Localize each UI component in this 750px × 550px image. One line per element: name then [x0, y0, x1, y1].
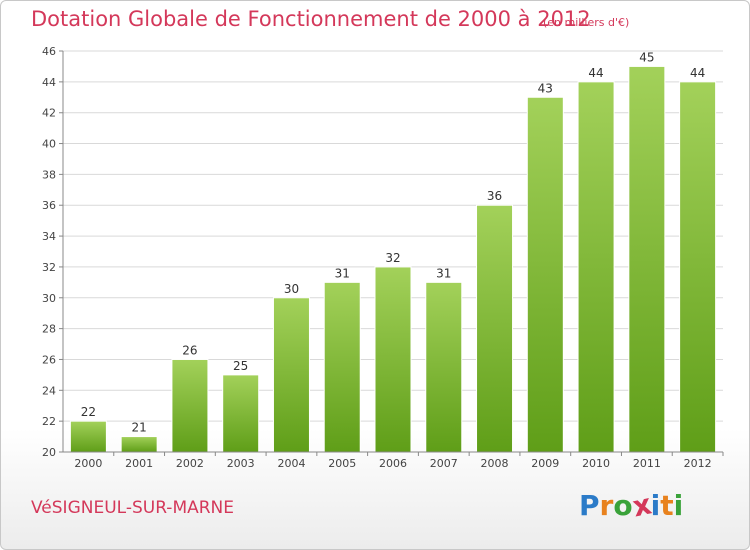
x-tick-label: 2012: [684, 457, 712, 470]
logo-letter: P: [579, 489, 600, 522]
x-tick-label: 2011: [633, 457, 661, 470]
bar-2005: [323, 281, 361, 453]
y-tick-label: 28: [42, 323, 56, 336]
x-tick-label: 2003: [227, 457, 255, 470]
bar-value-label: 36: [487, 189, 502, 203]
commune-name: VéSIGNEUL-SUR-MARNE: [31, 498, 235, 518]
bar-2002: [171, 358, 209, 453]
bar-value-label: 22: [81, 405, 96, 419]
y-tick-label: 24: [42, 384, 56, 397]
y-tick-label: 22: [42, 415, 56, 428]
bar-2004: [272, 297, 310, 453]
x-tick-label: 2004: [277, 457, 305, 470]
bar-2010: [577, 81, 615, 453]
logo-letter: i: [673, 489, 684, 522]
chart-unit: (en milliers d'€): [543, 16, 630, 29]
y-tick-label: 38: [42, 168, 56, 181]
bar-value-label: 21: [132, 421, 147, 435]
bar-value-label: 32: [385, 251, 400, 265]
logo-letter: i: [650, 489, 661, 522]
y-tick-label: 40: [42, 138, 56, 151]
x-tick-label: 2009: [531, 457, 559, 470]
y-tick-label: 34: [42, 230, 56, 243]
bar-2003: [222, 374, 260, 453]
logo-letter: r: [599, 489, 614, 522]
y-tick-label: 20: [42, 446, 56, 459]
bar-value-label: 31: [436, 266, 451, 280]
logo-letter: o: [613, 489, 633, 522]
x-tick-label: 2006: [379, 457, 407, 470]
bar-2000: [69, 420, 107, 453]
y-tick-label: 30: [42, 292, 56, 305]
x-tick-label: 2010: [582, 457, 610, 470]
bar-2001: [120, 436, 158, 453]
logo-letter: t: [660, 489, 674, 522]
x-tick-label: 2000: [74, 457, 102, 470]
bar-2009: [526, 96, 564, 453]
x-tick-label: 2007: [430, 457, 458, 470]
y-tick-label: 26: [42, 353, 56, 366]
bar-value-label: 44: [588, 66, 603, 80]
bar-2008: [476, 204, 514, 453]
y-tick-label: 32: [42, 261, 56, 274]
bar-value-label: 25: [233, 359, 248, 373]
bar-2007: [425, 281, 463, 453]
bar-value-label: 44: [690, 66, 705, 80]
bar-value-label: 31: [335, 266, 350, 280]
bar-2006: [374, 266, 412, 453]
y-tick-label: 44: [42, 76, 56, 89]
y-tick-label: 42: [42, 107, 56, 120]
x-tick-label: 2001: [125, 457, 153, 470]
x-tick-label: 2005: [328, 457, 356, 470]
proxiti-logo: Proxiti: [579, 487, 684, 523]
bar-2011: [628, 65, 666, 453]
bar-2012: [679, 81, 717, 453]
bar-value-label: 26: [182, 343, 197, 357]
bar-value-label: 43: [538, 81, 553, 95]
x-tick-label: 2008: [481, 457, 509, 470]
bar-value-label: 45: [639, 50, 654, 64]
bar-layer: 22 21 26 25 30 31 32 31 36 43 44 45 44: [69, 50, 717, 453]
y-tick-label: 36: [42, 199, 56, 212]
y-tick-label: 46: [42, 45, 56, 58]
chart-title: Dotation Globale de Fonctionnement de 20…: [31, 7, 591, 31]
x-tick-label: 2002: [176, 457, 204, 470]
bar-value-label: 30: [284, 282, 299, 296]
axis-layer: 20 22 24 26 28 30 32 34 36 38 40 42 44 46 2000 2001 2002…: [42, 45, 724, 470]
